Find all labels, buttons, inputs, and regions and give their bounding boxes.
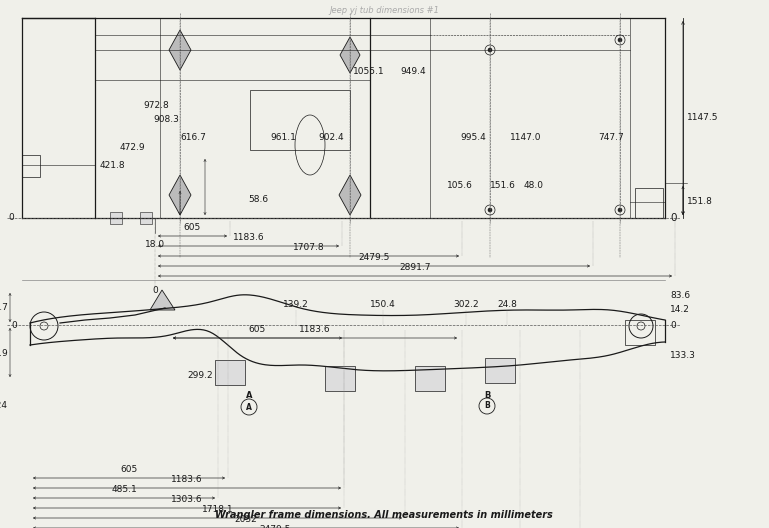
Text: 133.3: 133.3 [670, 351, 696, 360]
Text: 1055.1: 1055.1 [353, 68, 384, 77]
Text: 14.2: 14.2 [670, 306, 690, 315]
Text: 105.6: 105.6 [447, 181, 473, 190]
Text: 949.4: 949.4 [400, 68, 425, 77]
Text: 124: 124 [0, 401, 8, 410]
Text: 2479.5: 2479.5 [259, 525, 291, 528]
Bar [625, 320, 655, 345]
Text: 1183.6: 1183.6 [171, 475, 203, 484]
Bar [415, 366, 445, 391]
Text: 472.9: 472.9 [120, 144, 145, 153]
Text: 1183.6: 1183.6 [233, 233, 265, 242]
Bar [485, 358, 515, 383]
Text: 2891.7: 2891.7 [399, 263, 431, 272]
Polygon shape [340, 37, 360, 73]
Polygon shape [169, 30, 191, 70]
Polygon shape [169, 175, 191, 215]
Bar [22, 155, 40, 177]
Text: 995.4: 995.4 [460, 134, 486, 143]
Text: 1147.5: 1147.5 [687, 114, 718, 122]
Text: 0: 0 [152, 286, 158, 295]
Circle shape [488, 48, 492, 52]
Circle shape [618, 38, 622, 42]
Text: 302.2: 302.2 [453, 300, 479, 309]
Text: 0: 0 [12, 320, 17, 329]
Text: 1718.1: 1718.1 [201, 505, 233, 514]
Text: 747.7: 747.7 [598, 134, 624, 143]
Text: B: B [484, 391, 490, 400]
Text: 299.2: 299.2 [187, 371, 213, 380]
Text: 2479.5: 2479.5 [358, 253, 390, 262]
Text: 2032: 2032 [235, 515, 258, 524]
Text: 44.7: 44.7 [0, 304, 8, 313]
Text: 902.4: 902.4 [318, 134, 344, 143]
Circle shape [618, 208, 622, 212]
Text: 908.3: 908.3 [153, 116, 179, 125]
Text: 18.0: 18.0 [145, 240, 165, 249]
Bar [140, 212, 152, 224]
Text: 83.6: 83.6 [670, 290, 690, 299]
Text: 1707.8: 1707.8 [293, 243, 325, 252]
Text: 151.6: 151.6 [490, 181, 516, 190]
Text: 1183.6: 1183.6 [299, 325, 331, 334]
Text: 1147.0: 1147.0 [510, 134, 541, 143]
Text: Wrangler frame dimensions. All measurements in millimeters: Wrangler frame dimensions. All measureme… [215, 510, 553, 520]
Bar [110, 212, 122, 224]
Text: A: A [246, 391, 252, 400]
Text: 616.7: 616.7 [180, 134, 206, 143]
Text: 605: 605 [184, 223, 201, 232]
Text: 151.8: 151.8 [687, 196, 713, 205]
Text: 0: 0 [670, 213, 677, 223]
Text: 150.4: 150.4 [370, 300, 396, 309]
Text: 24.8: 24.8 [497, 300, 517, 309]
Text: 605: 605 [121, 465, 138, 474]
Text: 972.8: 972.8 [143, 100, 168, 109]
Text: 605: 605 [248, 325, 265, 334]
Polygon shape [339, 175, 361, 215]
Text: 139.2: 139.2 [283, 300, 309, 309]
Text: 485.1: 485.1 [112, 485, 137, 494]
Bar [325, 366, 355, 391]
Text: 0: 0 [8, 213, 14, 222]
Text: 421.8: 421.8 [100, 161, 125, 169]
Text: 961.1: 961.1 [270, 134, 296, 143]
Text: 626.9: 626.9 [0, 348, 8, 357]
Text: Jeep yj tub dimensions #1: Jeep yj tub dimensions #1 [329, 6, 439, 15]
Text: 1303.6: 1303.6 [171, 495, 203, 504]
Bar [635, 188, 663, 218]
Text: 58.6: 58.6 [248, 195, 268, 204]
Bar [215, 360, 245, 385]
Bar [250, 90, 350, 150]
Polygon shape [150, 290, 175, 310]
Circle shape [488, 208, 492, 212]
Text: 48.0: 48.0 [524, 181, 544, 190]
Text: A: A [246, 402, 252, 411]
Text: 0: 0 [670, 320, 676, 329]
Text: B: B [484, 401, 490, 410]
